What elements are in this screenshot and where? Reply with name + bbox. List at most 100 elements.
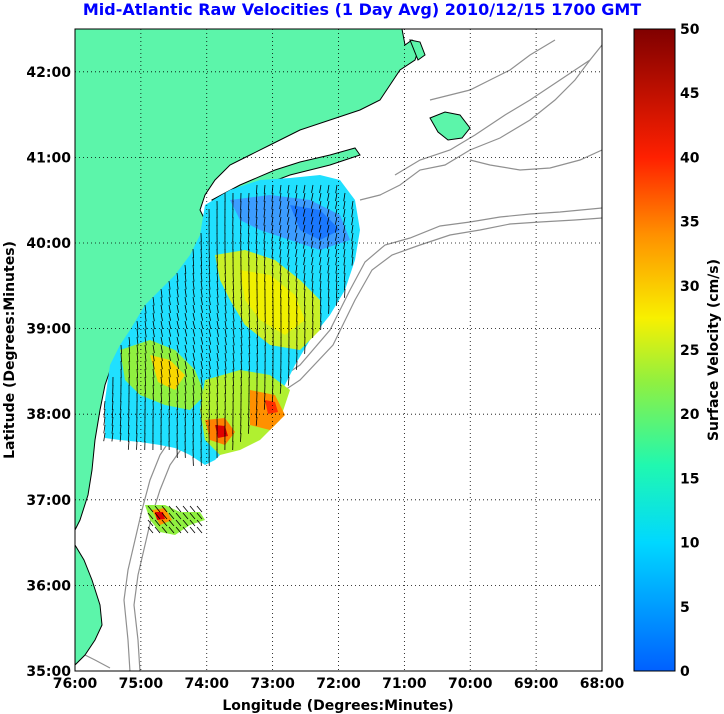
velocity-arrow <box>144 344 147 354</box>
velocity-arrow <box>310 208 314 217</box>
velocity-arrow <box>184 312 188 321</box>
velocity-arrow <box>343 208 346 218</box>
colorbar-label: Surface Velocity (cm/s) <box>706 259 722 441</box>
y-tick-label: 40:00 <box>26 236 71 252</box>
velocity-arrow <box>208 344 211 353</box>
velocity-arrow <box>335 192 338 202</box>
velocity-arrow <box>192 400 195 410</box>
velocity-arrow <box>224 328 227 338</box>
velocity-arrow <box>128 336 131 346</box>
velocity-arrow <box>303 184 306 194</box>
velocity-arrow <box>256 256 258 266</box>
velocity-arrow <box>224 360 227 370</box>
velocity-arrow <box>168 336 172 345</box>
velocity-arrow <box>327 288 330 298</box>
x-tick-label: 74:00 <box>184 676 229 692</box>
velocity-arrow <box>144 352 147 362</box>
velocity-arrow <box>192 280 195 290</box>
velocity-arrow <box>152 344 155 354</box>
velocity-arrow <box>263 224 266 234</box>
velocity-arrow <box>152 336 155 346</box>
velocity-arrow <box>184 320 188 329</box>
velocity-arrow <box>351 256 354 266</box>
velocity-arrow <box>152 312 155 322</box>
velocity-arrow <box>168 384 171 394</box>
velocity-arrow <box>287 208 290 217</box>
velocity-arrow <box>168 376 171 386</box>
velocity-arrow <box>184 328 188 337</box>
velocity-arrow <box>319 296 322 306</box>
velocity-arrow <box>192 264 195 274</box>
velocity-field <box>105 175 360 535</box>
velocity-arrow <box>248 328 251 338</box>
velocity-arrow <box>189 505 196 513</box>
velocity-arrow <box>279 384 282 394</box>
velocity-arrow <box>160 392 163 402</box>
velocity-arrow <box>200 376 203 386</box>
velocity-arrow <box>216 264 219 274</box>
velocity-arrow <box>168 328 172 337</box>
velocity-arrow <box>161 526 168 534</box>
velocity-arrow <box>119 416 122 426</box>
velocity-arrow <box>302 232 306 241</box>
velocity-arrow <box>343 272 346 282</box>
velocity-arrow <box>264 392 266 402</box>
velocity-arrow <box>224 376 227 386</box>
velocity-arrow <box>247 200 250 210</box>
velocity-arrow <box>152 392 154 402</box>
velocity-arrow <box>335 240 338 249</box>
velocity-arrow <box>294 216 298 225</box>
velocity-arrow <box>311 296 314 306</box>
velocity-arrow <box>319 272 322 282</box>
velocity-arrow <box>318 216 322 225</box>
velocity-arrow <box>255 224 258 234</box>
velocity-arrow <box>208 312 211 321</box>
velocity-arrow <box>154 505 161 513</box>
x-tick-label: 69:00 <box>514 676 559 692</box>
y-tick-label: 35:00 <box>26 664 71 680</box>
velocity-arrow <box>224 344 227 354</box>
velocity-arrow <box>335 264 338 274</box>
velocity-arrow <box>343 216 346 225</box>
velocity-arrow <box>335 280 338 290</box>
velocity-arrow <box>295 248 298 258</box>
velocity-arrow <box>176 304 179 313</box>
velocity-arrow <box>279 256 282 266</box>
y-tick-label: 42:00 <box>26 65 71 81</box>
velocity-arrow <box>335 184 338 194</box>
velocity-arrow <box>343 280 346 290</box>
velocity-arrow <box>310 224 314 233</box>
colorbar-tick: 40 <box>680 150 700 166</box>
velocity-arrow <box>224 312 227 322</box>
velocity-arrow <box>248 240 250 250</box>
velocity-arrow <box>310 232 314 241</box>
x-axis-label: Longitude (Degrees:Minutes) <box>222 698 453 714</box>
velocity-arrow <box>240 288 242 298</box>
colorbar-tick: 20 <box>680 407 700 423</box>
velocity-arrow <box>240 328 243 338</box>
velocity-arrow <box>335 288 338 298</box>
velocity-arrow <box>224 368 227 378</box>
velocity-arrow <box>255 192 258 202</box>
velocity-arrow <box>103 416 106 426</box>
velocity-arrow <box>192 304 196 313</box>
colorbar-tick: 0 <box>680 664 690 680</box>
velocity-arrow <box>256 344 258 354</box>
velocity-arrow <box>182 505 189 513</box>
velocity-arrow <box>136 320 139 330</box>
velocity-arrow <box>232 328 235 338</box>
velocity-arrow <box>192 376 195 386</box>
velocity-arrow <box>263 192 266 202</box>
velocity-arrow <box>196 505 203 513</box>
velocity-arrow <box>144 376 147 386</box>
velocity-arrow <box>343 264 346 274</box>
velocity-arrow <box>351 248 354 258</box>
velocity-arrow <box>224 272 227 282</box>
velocity-arrow <box>160 376 163 386</box>
velocity-arrow <box>111 400 114 410</box>
velocity-arrow <box>247 424 250 434</box>
velocity-arrow <box>216 344 219 354</box>
velocity-arrow <box>154 519 161 527</box>
velocity-arrow <box>168 505 175 513</box>
velocity-arrow <box>176 376 179 386</box>
